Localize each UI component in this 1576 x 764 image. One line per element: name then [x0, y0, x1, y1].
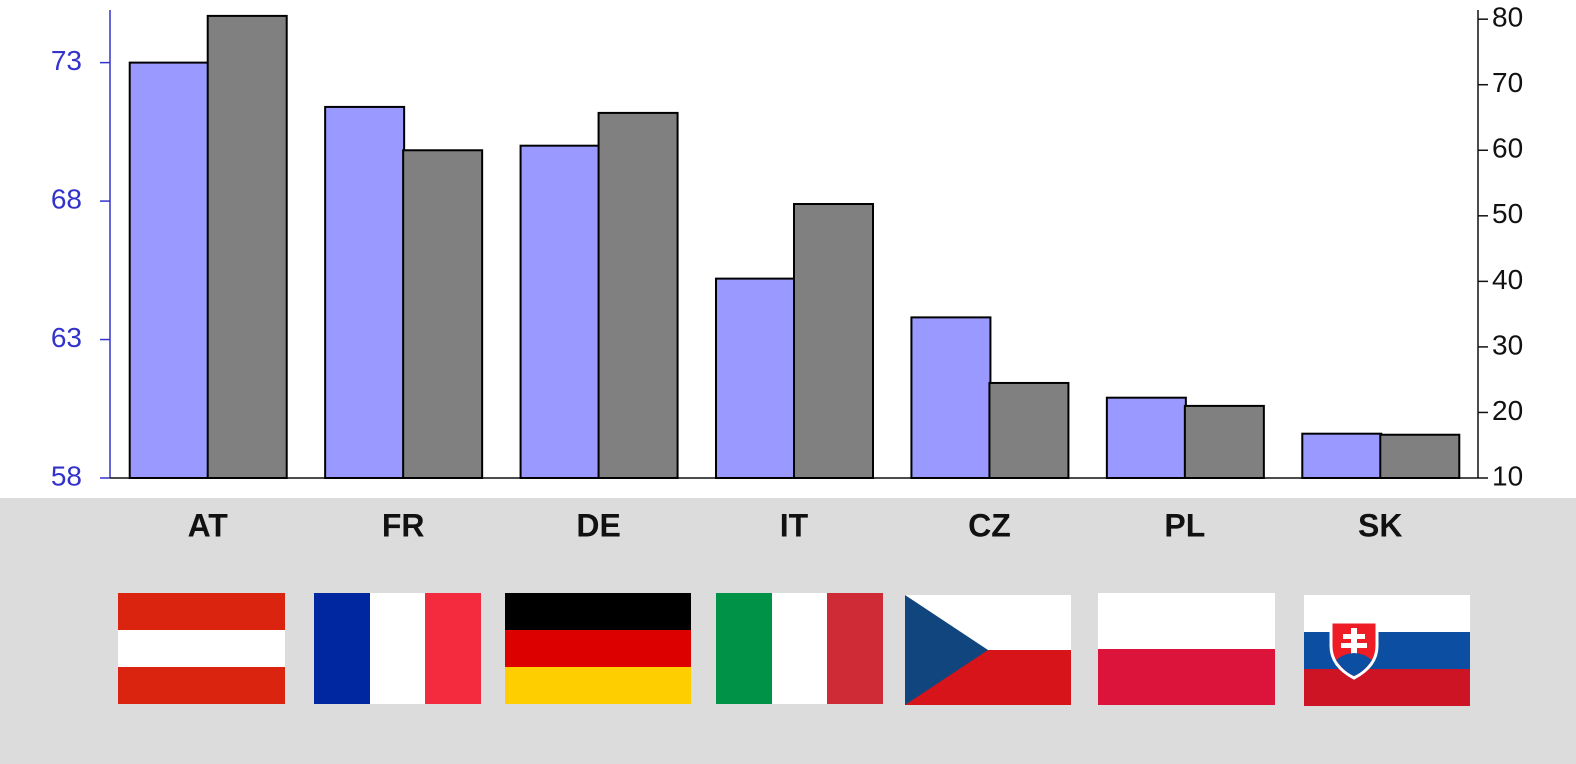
bar: [206, 14, 288, 479]
x-tick-label: FR: [382, 507, 425, 543]
bar: [715, 277, 796, 479]
bar: [1183, 404, 1265, 480]
bar: [402, 149, 484, 479]
flag-de: [505, 593, 691, 704]
y-tick-label: 73: [51, 45, 82, 76]
x-tick-label: CZ: [968, 507, 1011, 543]
flag-sk: [1304, 595, 1470, 706]
flag-pl: [1098, 593, 1275, 705]
y2-tick-label: 60: [1492, 133, 1523, 164]
bar: [793, 203, 874, 479]
y-tick-label: 58: [51, 460, 82, 491]
bar: [519, 144, 601, 479]
y-tick-label: 68: [51, 183, 82, 214]
y2-tick-label: 20: [1492, 395, 1523, 426]
bar: [1105, 396, 1187, 480]
bar: [597, 111, 679, 479]
y2-tick-label: 50: [1492, 198, 1523, 229]
flag-cz: [905, 595, 1071, 705]
y2-tick-label: 10: [1492, 460, 1523, 491]
x-tick-label: IT: [780, 507, 809, 543]
bar: [910, 316, 992, 479]
flag-it: [716, 593, 883, 704]
y-tick-label: 63: [51, 322, 82, 353]
y2-tick-label: 70: [1492, 67, 1523, 98]
bar: [324, 105, 406, 480]
x-tick-label: DE: [576, 507, 620, 543]
x-tick-label: SK: [1358, 507, 1402, 543]
bar: [1301, 432, 1383, 480]
flag-at: [118, 593, 285, 704]
flags: [118, 593, 1470, 706]
x-tick-label: PL: [1164, 507, 1205, 543]
bar: [128, 61, 210, 479]
y2-tick-label: 30: [1492, 329, 1523, 360]
bar: [1379, 433, 1461, 480]
x-tick-label: AT: [188, 507, 229, 543]
y2-tick-label: 80: [1492, 2, 1523, 33]
y2-tick-label: 40: [1492, 264, 1523, 295]
bar: [988, 381, 1070, 479]
flag-fr: [314, 593, 481, 704]
